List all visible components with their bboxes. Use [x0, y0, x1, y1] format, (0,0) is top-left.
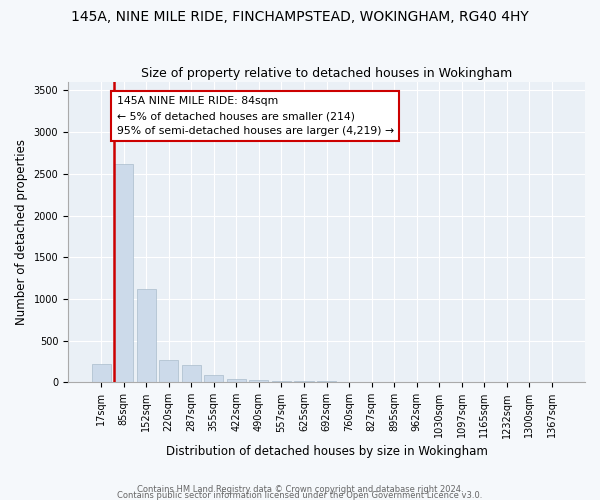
Text: 145A, NINE MILE RIDE, FINCHAMPSTEAD, WOKINGHAM, RG40 4HY: 145A, NINE MILE RIDE, FINCHAMPSTEAD, WOK…: [71, 10, 529, 24]
Bar: [92, 364, 110, 382]
Bar: [159, 360, 178, 382]
Bar: [272, 381, 291, 382]
Text: Contains HM Land Registry data © Crown copyright and database right 2024.: Contains HM Land Registry data © Crown c…: [137, 484, 463, 494]
X-axis label: Distribution of detached houses by size in Wokingham: Distribution of detached houses by size …: [166, 444, 487, 458]
Bar: [137, 289, 156, 382]
Text: Contains public sector information licensed under the Open Government Licence v3: Contains public sector information licen…: [118, 490, 482, 500]
Title: Size of property relative to detached houses in Wokingham: Size of property relative to detached ho…: [141, 66, 512, 80]
Bar: [250, 380, 268, 382]
Bar: [182, 365, 201, 382]
Y-axis label: Number of detached properties: Number of detached properties: [15, 139, 28, 325]
Bar: [204, 375, 223, 382]
Text: 145A NINE MILE RIDE: 84sqm
← 5% of detached houses are smaller (214)
95% of semi: 145A NINE MILE RIDE: 84sqm ← 5% of detac…: [117, 96, 394, 136]
Bar: [227, 379, 246, 382]
Bar: [114, 164, 133, 382]
